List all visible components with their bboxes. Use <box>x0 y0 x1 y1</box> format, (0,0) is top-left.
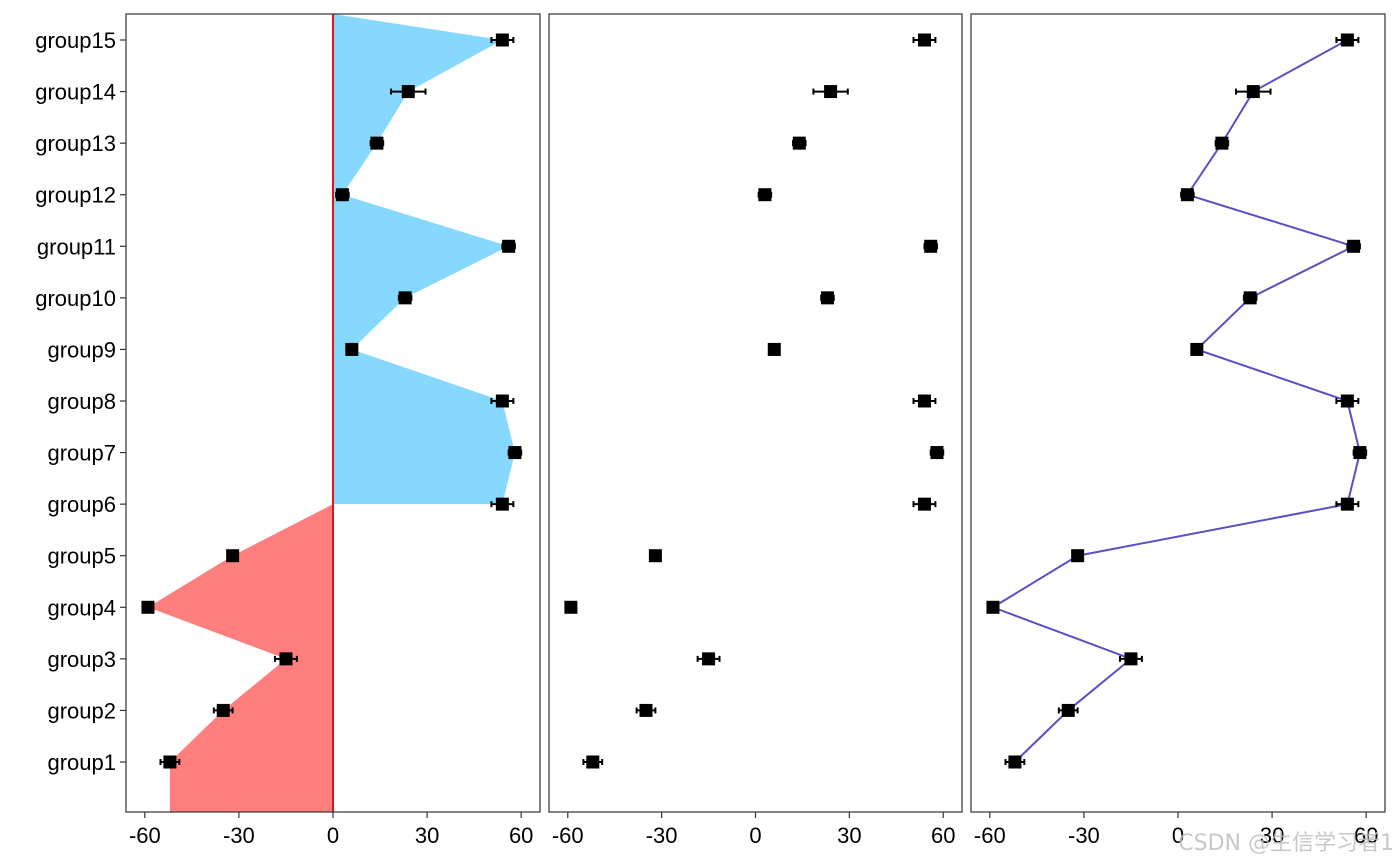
data-point <box>767 342 781 356</box>
x-tick-label: 0 <box>749 823 761 848</box>
data-point <box>1071 549 1085 563</box>
y-tick-label: group6 <box>47 492 116 517</box>
negative-area <box>147 504 333 812</box>
y-tick-label: group3 <box>47 647 116 672</box>
x-tick-label: -30 <box>646 823 678 848</box>
y-tick-label: group5 <box>47 544 116 569</box>
x-tick-label: -30 <box>1068 823 1100 848</box>
y-tick-label: group1 <box>47 750 116 775</box>
data-point <box>986 600 1000 614</box>
data-point <box>564 600 578 614</box>
y-tick-label: group7 <box>47 441 116 466</box>
data-point <box>1180 188 1194 202</box>
data-point <box>495 33 509 47</box>
data-point <box>917 497 931 511</box>
data-point <box>1246 85 1260 99</box>
y-tick-label: group4 <box>47 595 116 620</box>
data-point <box>216 703 230 717</box>
x-tick-label: 60 <box>509 823 533 848</box>
data-point <box>1008 755 1022 769</box>
data-point <box>1190 342 1204 356</box>
y-tick-label: group10 <box>35 286 116 311</box>
data-point <box>508 446 522 460</box>
data-point <box>1340 33 1354 47</box>
data-point <box>1061 703 1075 717</box>
data-point <box>1353 446 1367 460</box>
data-point <box>345 342 359 356</box>
data-point <box>1215 136 1229 150</box>
y-tick-label: group13 <box>35 131 116 156</box>
panel-border <box>548 13 963 813</box>
watermark: CSDN @生信学习者1 <box>1178 831 1394 856</box>
x-tick-label: 30 <box>837 823 861 848</box>
data-point <box>1340 497 1354 511</box>
x-tick-label: -60 <box>552 823 584 848</box>
data-point <box>758 188 772 202</box>
data-point <box>1124 652 1138 666</box>
data-point <box>792 136 806 150</box>
data-point <box>502 239 516 253</box>
series-line <box>990 39 1361 763</box>
data-point <box>279 652 293 666</box>
y-tick-label: group8 <box>47 389 116 414</box>
x-tick-label: 0 <box>1172 823 1184 848</box>
data-point <box>820 291 834 305</box>
data-point <box>917 33 931 47</box>
x-tick-label: 30 <box>415 823 439 848</box>
data-point <box>163 755 177 769</box>
x-tick-label: -60 <box>974 823 1006 848</box>
data-point <box>141 600 155 614</box>
positive-area <box>333 14 515 505</box>
data-point <box>639 703 653 717</box>
data-point <box>702 652 716 666</box>
data-point <box>1243 291 1257 305</box>
y-tick-label: group15 <box>35 28 116 53</box>
data-point <box>930 446 944 460</box>
data-point <box>924 239 938 253</box>
data-point <box>335 188 349 202</box>
data-point <box>495 394 509 408</box>
x-tick-label: 0 <box>327 823 339 848</box>
y-tick-label: group12 <box>35 183 116 208</box>
y-tick-label: group2 <box>47 698 116 723</box>
panel-border <box>970 13 1386 813</box>
x-tick-label: 60 <box>1354 823 1378 848</box>
data-point <box>1347 239 1361 253</box>
x-tick-label: 60 <box>931 823 955 848</box>
data-point <box>401 85 415 99</box>
data-point <box>370 136 384 150</box>
x-tick-label: -60 <box>129 823 161 848</box>
y-tick-label: group9 <box>47 337 116 362</box>
data-point <box>1340 394 1354 408</box>
data-point <box>648 549 662 563</box>
y-tick-label: group14 <box>35 80 116 105</box>
data-point <box>824 85 838 99</box>
x-tick-label: -30 <box>223 823 255 848</box>
data-point <box>495 497 509 511</box>
data-point <box>917 394 931 408</box>
y-tick-label: group11 <box>37 234 116 259</box>
data-point <box>398 291 412 305</box>
data-point <box>586 755 600 769</box>
data-point <box>226 549 240 563</box>
x-tick-label: 30 <box>1260 823 1284 848</box>
